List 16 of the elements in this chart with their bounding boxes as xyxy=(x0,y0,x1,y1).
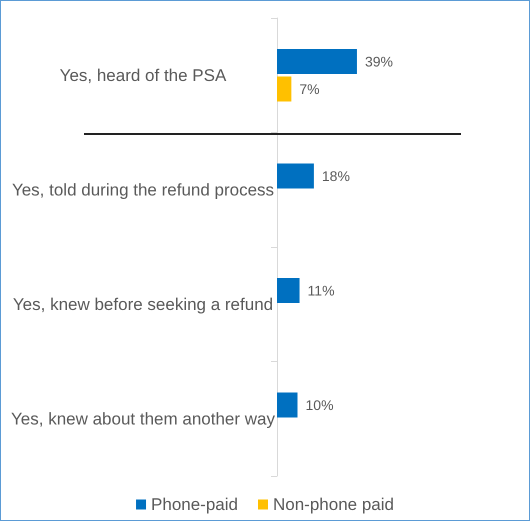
legend-label: Non-phone paid xyxy=(272,495,394,514)
data-label: 18% xyxy=(322,168,350,184)
bar xyxy=(277,278,300,303)
y-tick-label: Yes, knew about them another way xyxy=(11,409,276,428)
bar xyxy=(277,49,357,74)
bar xyxy=(277,164,314,188)
bar xyxy=(277,76,292,102)
data-label: 11% xyxy=(308,282,335,298)
bar xyxy=(277,392,298,418)
data-label: 7% xyxy=(299,81,320,97)
y-tick-label: Yes, told during the refund process xyxy=(12,180,274,200)
data-label: 10% xyxy=(306,397,334,413)
legend-label: Phone-paid xyxy=(151,495,238,514)
y-tick-label: Yes, heard of the PSA xyxy=(60,66,227,85)
y-tick-label: Yes, knew before seeking a refund xyxy=(12,294,274,314)
data-label: 39% xyxy=(364,54,393,70)
